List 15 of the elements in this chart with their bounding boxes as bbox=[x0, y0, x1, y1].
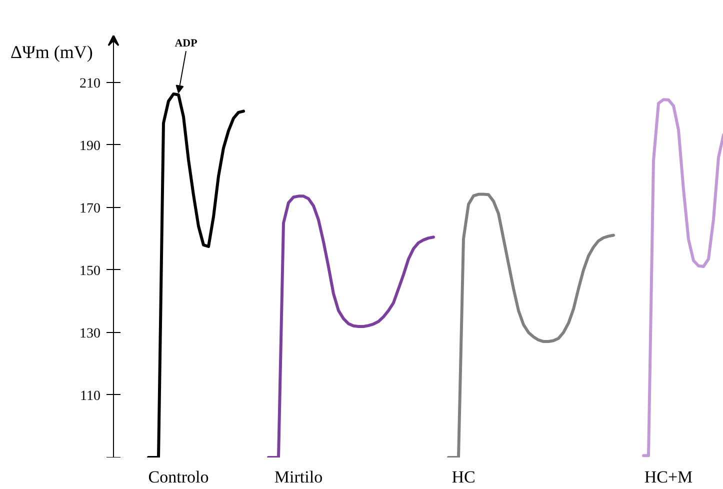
y-tick-label: 210 bbox=[80, 76, 100, 92]
annotation: ADP bbox=[174, 38, 198, 50]
line-series bbox=[447, 192, 615, 458]
x-tick-label: Controlo bbox=[148, 468, 209, 486]
y-tick-label: 110 bbox=[80, 388, 101, 404]
line-series bbox=[267, 194, 435, 458]
line-series bbox=[642, 98, 723, 458]
x-tick-label: HC+M bbox=[644, 468, 693, 486]
y-axis-title: ΔΨm (mV) bbox=[10, 42, 93, 62]
y-tick-label: 170 bbox=[80, 201, 100, 216]
x-tick-label: HC bbox=[452, 468, 476, 486]
y-tick-label: 130 bbox=[80, 326, 100, 342]
y-tick-label: 190 bbox=[80, 138, 100, 154]
y-tick-label: 150 bbox=[80, 264, 100, 279]
x-tick-label: Mirtilo bbox=[274, 468, 323, 486]
